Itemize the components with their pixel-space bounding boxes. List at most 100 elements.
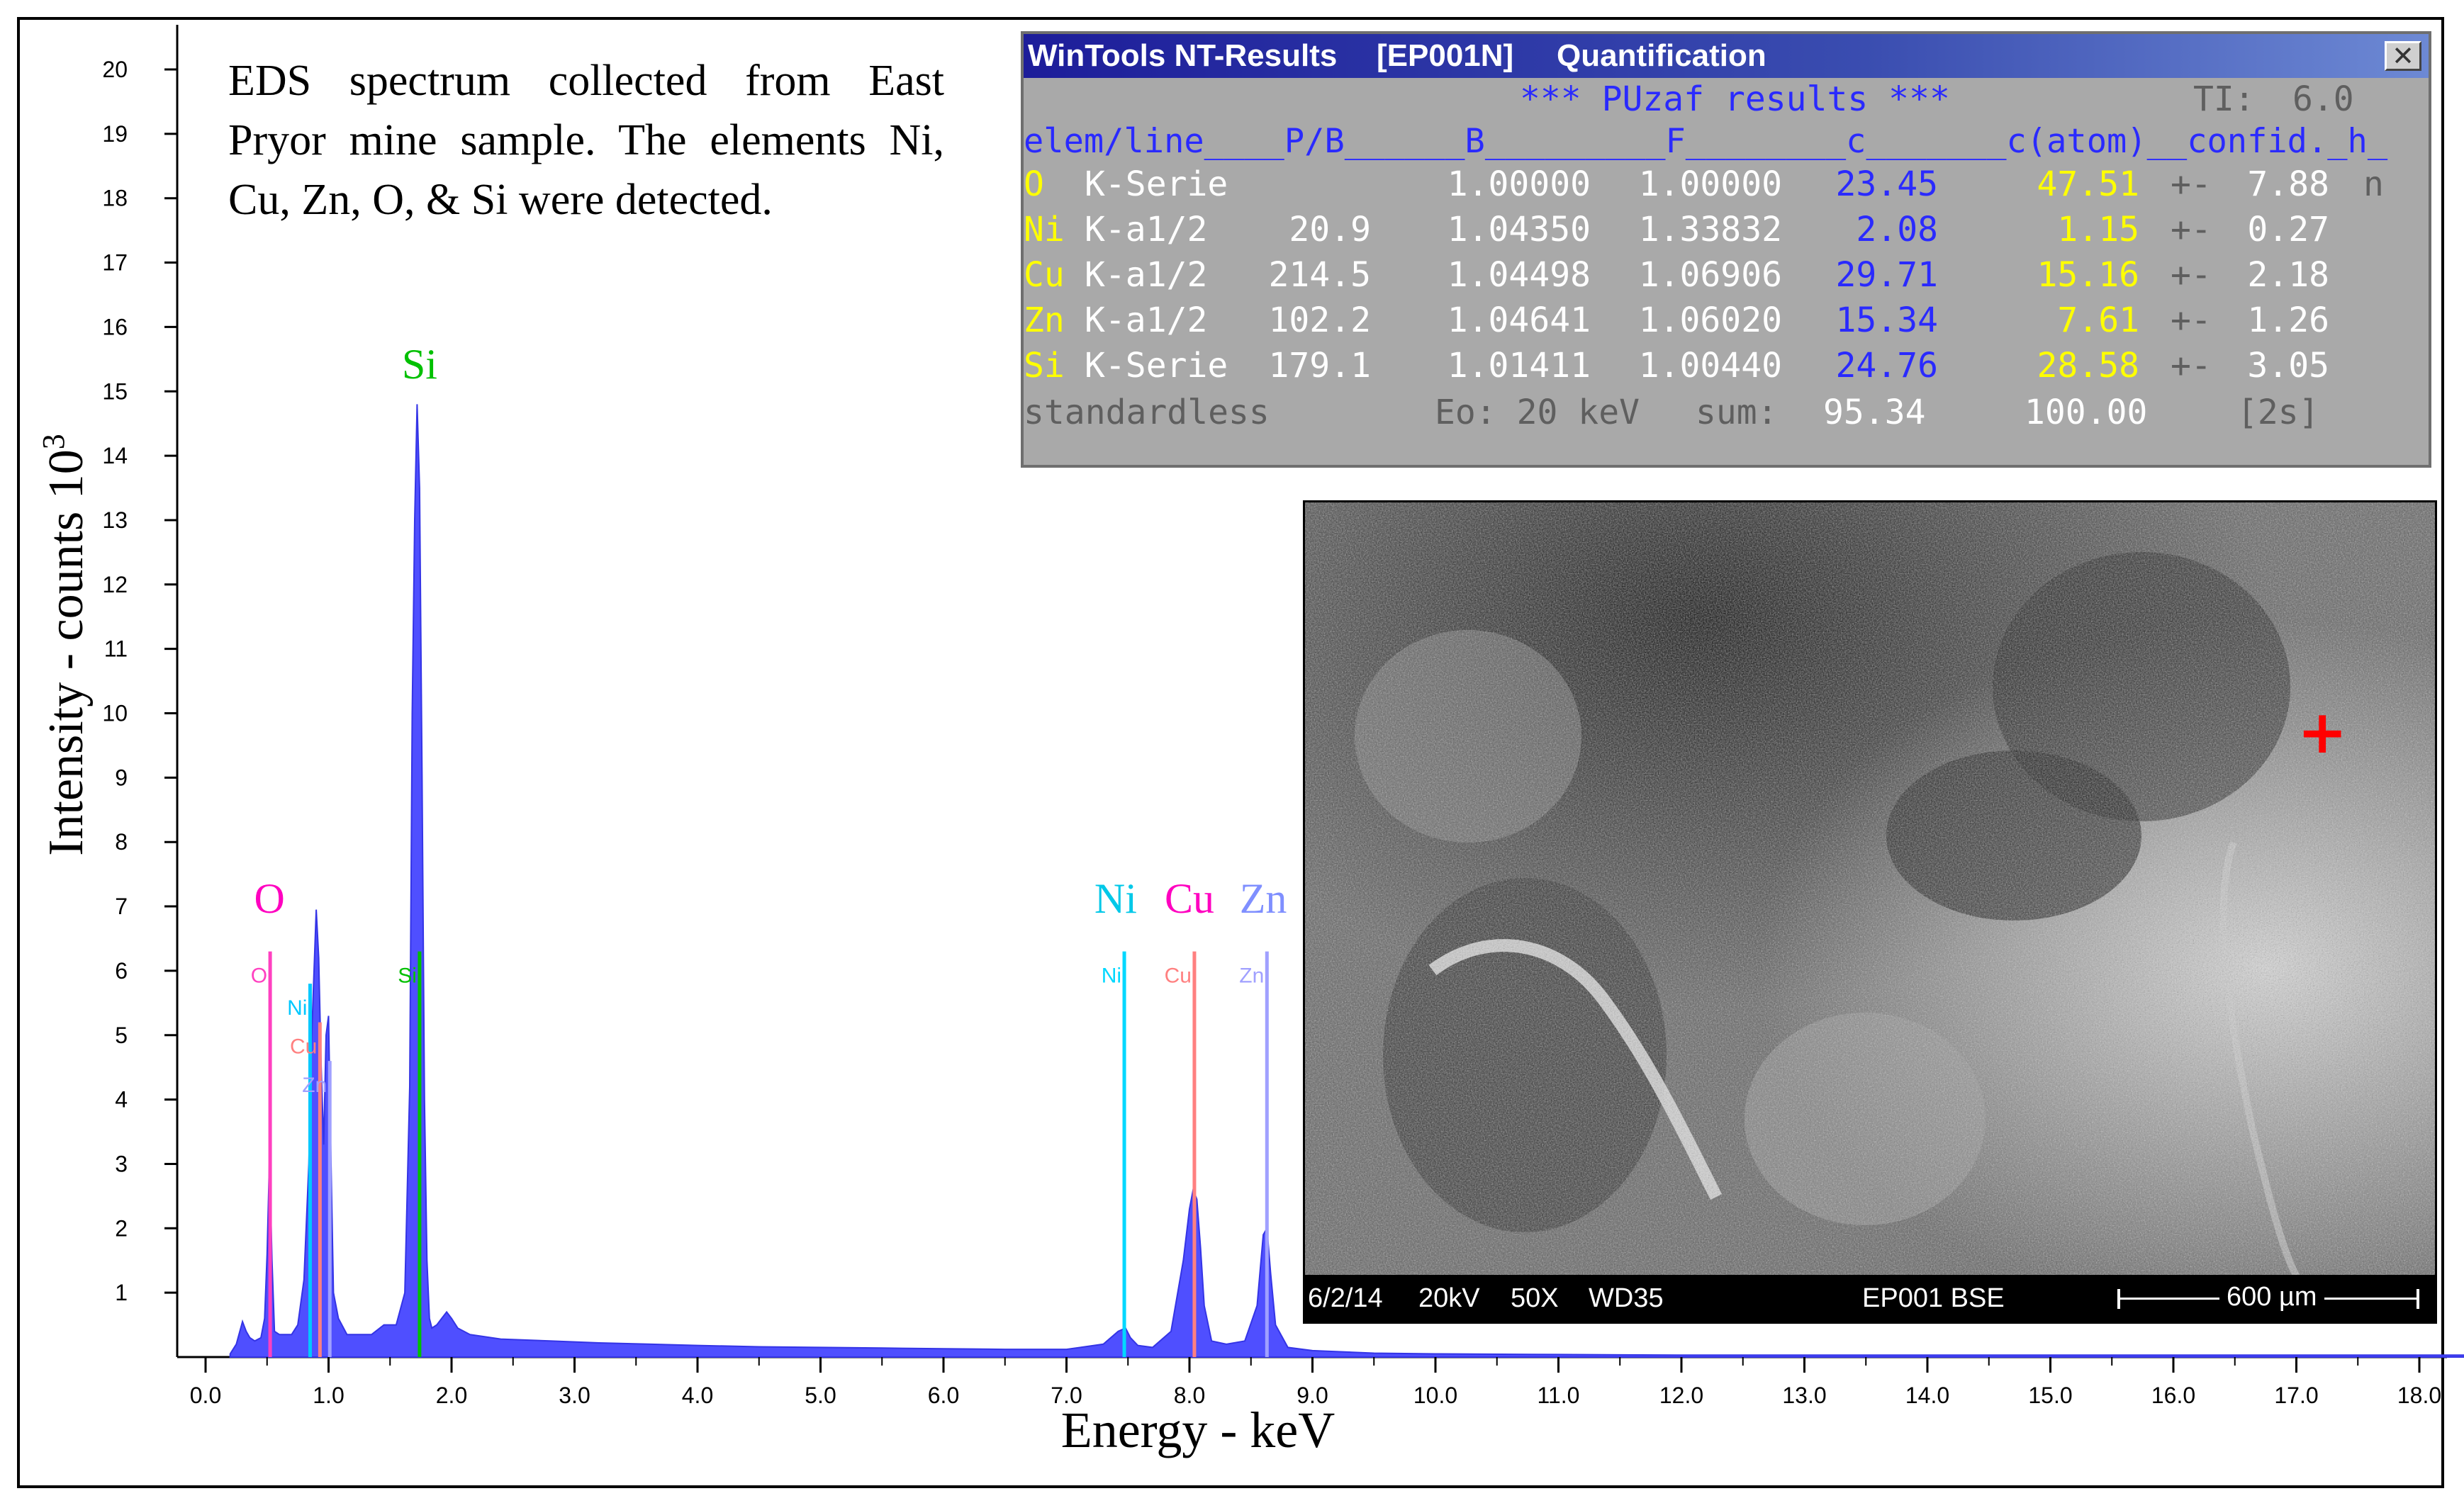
sem-mag: 50X [1511, 1283, 1559, 1313]
x-tick-label: 16.0 [2151, 1383, 2195, 1408]
result-cell-pb: 214.5 [1268, 255, 1372, 295]
x-tick-label: 8.0 [1174, 1383, 1205, 1408]
result-cell-line: K-Serie [1085, 346, 1228, 386]
result-cell-b: 1.04641 [1447, 300, 1591, 340]
y-tick-label: 18 [102, 186, 128, 211]
results-titlebar[interactable]: WinTools NT-Results [EP001N] Quantificat… [1024, 34, 2429, 78]
ti-label: TI: [2193, 79, 2255, 119]
peak-annotation-cu: Cu [1165, 875, 1214, 922]
sem-date: 6/2/14 [1308, 1283, 1383, 1313]
marker-label-o: O [251, 964, 267, 988]
result-cell-conf: 2.18 [2247, 255, 2329, 295]
scale-bar-label: 600 µm [2219, 1282, 2324, 1312]
y-tick-label: 9 [115, 765, 128, 790]
x-tick-label: 9.0 [1297, 1383, 1328, 1408]
x-tick-label: 13.0 [1782, 1383, 1826, 1408]
result-cell-catom: 7.61 [2057, 300, 2139, 340]
y-tick-label: 7 [115, 894, 128, 919]
peak-annotation-si: Si [402, 341, 437, 388]
x-tick-label: 10.0 [1413, 1383, 1457, 1408]
result-cell-conf: 0.27 [2247, 210, 2329, 249]
result-cell-el: Cu [1024, 255, 1065, 295]
result-cell-el: O [1024, 164, 1065, 204]
results-window: WinTools NT-Results [EP001N] Quantificat… [1021, 31, 2431, 468]
y-axis-title: Intensity - counts 103 [36, 434, 94, 856]
result-cell-el: Si [1024, 346, 1065, 386]
result-cell-catom: 28.58 [2037, 346, 2140, 386]
x-axis-title: Energy - keV [1061, 1402, 1335, 1458]
x-tick-label: 1.0 [313, 1383, 344, 1408]
x-tick-label: 15.0 [2028, 1383, 2072, 1408]
footer-sigma: [2s] [2237, 393, 2319, 432]
result-cell-c: 29.71 [1835, 255, 1939, 295]
x-tick-label: 18.0 [2397, 1383, 2441, 1408]
peak-annotation-ni: Ni [1094, 875, 1137, 922]
result-cell-pm: +- [2171, 164, 2212, 204]
y-tick-label: 14 [102, 443, 128, 468]
result-cell-pm: +- [2171, 210, 2212, 249]
result-cell-c: 2.08 [1856, 210, 1938, 249]
y-axis-title-superscript: 3 [36, 434, 71, 449]
y-tick-label: 11 [104, 636, 128, 662]
result-cell-conf: 1.26 [2247, 300, 2329, 340]
sem-sample: EP001 BSE [1862, 1283, 2005, 1313]
x-tick-label: 3.0 [559, 1383, 590, 1408]
results-header: elem/line____P/B______B_________F_______… [1024, 122, 2388, 161]
footer-sum-atom: 100.00 [2025, 393, 2148, 432]
y-tick-label: 16 [102, 314, 128, 339]
result-cell-catom: 1.15 [2057, 210, 2139, 249]
result-cell-b: 1.01411 [1447, 346, 1591, 386]
result-cell-f: 1.06906 [1638, 255, 1782, 295]
sem-kv: 20kV [1418, 1283, 1480, 1313]
y-tick-label: 1 [115, 1280, 128, 1305]
marker-label-ni: Ni [1102, 964, 1121, 988]
result-cell-pb: 179.1 [1268, 346, 1372, 386]
y-tick-label: 17 [102, 250, 128, 276]
spectrum-area [229, 404, 2464, 1358]
result-cell-f: 1.00440 [1638, 346, 1782, 386]
analysis-point-cross-icon: + [2297, 697, 2348, 767]
scale-bar-tick-right [2417, 1289, 2419, 1309]
result-cell-f: 1.33832 [1638, 210, 1782, 249]
result-cell-b: 1.04498 [1447, 255, 1591, 295]
x-tick-label: 17.0 [2274, 1383, 2318, 1408]
result-cell-pm: +- [2171, 255, 2212, 295]
result-cell-c: 15.34 [1835, 300, 1939, 340]
footer-mode: standardless [1024, 393, 1270, 432]
result-cell-conf: 7.88 [2247, 164, 2329, 204]
result-cell-line: K-a1/2 [1085, 255, 1208, 295]
footer-sum-c: 95.34 [1823, 393, 1926, 432]
x-tick-label: 7.0 [1051, 1383, 1082, 1408]
result-cell-f: 1.06020 [1638, 300, 1782, 340]
y-tick-label: 4 [115, 1087, 128, 1113]
marker-label-cu: Cu [1165, 964, 1192, 988]
y-tick-label: 12 [102, 572, 128, 597]
result-cell-b: 1.00000 [1447, 164, 1591, 204]
result-cell-b: 1.04350 [1447, 210, 1591, 249]
marker-label-cu: Cu [290, 1035, 317, 1059]
scale-bar-tick-left [2117, 1289, 2120, 1309]
x-tick-label: 11.0 [1538, 1383, 1580, 1408]
y-tick-label: 19 [102, 121, 128, 147]
figure-caption: EDS spectrum collected from East Pryor m… [228, 57, 944, 224]
result-cell-conf: 3.05 [2247, 346, 2329, 386]
x-tick-label: 4.0 [682, 1383, 713, 1408]
close-button[interactable]: ✕ [2385, 41, 2421, 71]
results-banner: *** PUzaf results *** [1520, 79, 1950, 119]
results-body: *** PUzaf results *** TI: 6.0 elem/line_… [1024, 78, 2429, 465]
result-cell-catom: 47.51 [2037, 164, 2140, 204]
result-cell-el: Zn [1024, 300, 1065, 340]
x-tick-label: 0.0 [190, 1383, 221, 1408]
result-cell-pb: 102.2 [1268, 300, 1372, 340]
window-file-id: [EP001N] [1377, 38, 1514, 73]
y-tick-label: 15 [102, 378, 128, 404]
y-tick-label: 10 [102, 701, 128, 726]
y-tick-label: 8 [115, 829, 128, 855]
window-mode-title: Quantification [1557, 38, 1766, 73]
y-tick-label: 13 [102, 507, 128, 533]
footer-eo: Eo: 20 keV [1435, 393, 1640, 432]
x-tick-label: 12.0 [1659, 1383, 1703, 1408]
window-app-title: WinTools NT-Results [1028, 38, 1338, 73]
x-tick-label: 2.0 [436, 1383, 467, 1408]
result-cell-h: n [2363, 164, 2384, 204]
